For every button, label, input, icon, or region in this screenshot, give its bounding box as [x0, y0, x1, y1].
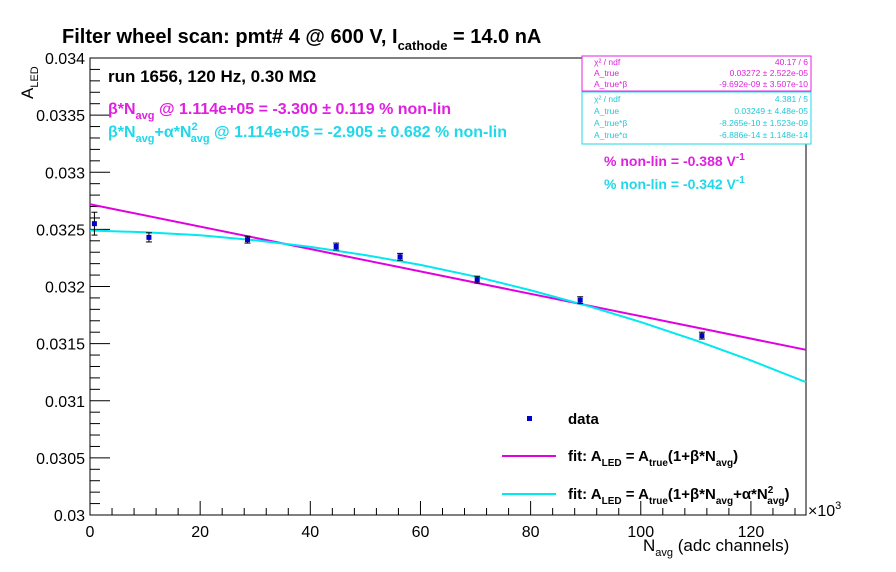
- legend: data fit: ALED = Atrue(1+β*Navg) fit: AL…: [502, 411, 790, 507]
- y-tick-label: 0.034: [45, 51, 85, 68]
- y-axis-label: ALED: [18, 66, 41, 99]
- x-tick-label: 60: [412, 524, 430, 541]
- legend-linear-label: fit: ALED = Atrue(1+β*Navg): [568, 448, 738, 469]
- fit-curves: [89, 203, 807, 384]
- stats2-value-1: 0.03249 ± 4.48e-05: [734, 106, 808, 116]
- y-tick-label: 0.0315: [36, 337, 85, 354]
- x-tick-label: 20: [191, 524, 209, 541]
- legend-data-marker: [527, 416, 532, 421]
- tick-labels: 0 20 40 60 80 100 120 0.03 0.0305 0.031 0.0315 0.03…: [36, 51, 764, 541]
- annotation-linear: β*Navg @ 1.114e+05 = -3.300 ± 0.119 % no…: [108, 101, 451, 122]
- x-tick-label: 120: [738, 524, 765, 541]
- x-tick-label: 100: [627, 524, 654, 541]
- nonlin-per-volt-linear: % non-lin = -0.388 V-1: [604, 152, 745, 169]
- data-point: [146, 234, 152, 240]
- y-tick-label: 0.0335: [36, 108, 85, 125]
- stats2-name-2: A_true*β: [594, 118, 627, 128]
- linear-fit-line: [89, 203, 807, 351]
- legend-data-label: data: [568, 411, 600, 428]
- stats2-name-1: A_true: [594, 106, 619, 116]
- y-tick-label: 0.032: [45, 280, 85, 297]
- x-axis-exponent: ×103: [808, 500, 841, 520]
- stats-box-linear: χ² / ndf 40.17 / 6 A_true 0.03272 ± 2.52…: [581, 55, 812, 92]
- data-point: [91, 221, 97, 227]
- data-point: [245, 237, 251, 243]
- annotation-quadratic: β*Navg+α*N2 avg @ 1.114e+05 = -2.905 ± 0.…: [108, 121, 507, 145]
- y-tick-label: 0.031: [45, 394, 85, 411]
- stats2-value-3: -6.886e-14 ± 1.148e-14: [719, 130, 808, 140]
- y-tick-label: 0.0305: [36, 451, 85, 468]
- data-point: [397, 254, 403, 260]
- stats1-value-2: -9.692e-09 ± 3.507e-10: [719, 79, 808, 89]
- x-tick-label: 80: [522, 524, 540, 541]
- stats2-name-3: A_true*α: [594, 130, 627, 140]
- stats1-value-1: 0.03272 ± 2.522e-05: [730, 68, 809, 78]
- x-axis-label: Navg (adc channels): [643, 536, 789, 559]
- run-label: run 1656, 120 Hz, 0.30 MΩ: [108, 67, 316, 86]
- axis-ticks: [89, 57, 796, 516]
- nonlin-per-volt-quadratic: % non-lin = -0.342 V-1: [604, 175, 745, 192]
- stats2-value-2: -8.265e-10 ± 1.523e-09: [719, 118, 808, 128]
- stats-box-quadratic: χ² / ndf 4.381 / 5 A_true 0.03249 ± 4.48…: [581, 91, 812, 145]
- x-tick-label: 40: [301, 524, 319, 541]
- y-tick-label: 0.03: [54, 508, 85, 525]
- y-tick-label: 0.033: [45, 165, 85, 182]
- y-tick-label: 0.0325: [36, 222, 85, 239]
- data-point: [333, 244, 339, 250]
- legend-quadratic-label: fit: ALED = Atrue(1+β*Navg+α*N2 avg): [568, 485, 790, 507]
- stats1-name-1: A_true: [594, 68, 619, 78]
- stats2-value-0: 4.381 / 5: [775, 94, 808, 104]
- stats1-name-2: A_true*β: [594, 79, 627, 89]
- stats1-name-0: χ² / ndf: [594, 57, 621, 67]
- x-tick-label: 0: [86, 524, 95, 541]
- stats1-value-0: 40.17 / 6: [775, 57, 808, 67]
- data-points: [91, 211, 705, 340]
- data-point: [699, 333, 705, 339]
- data-point: [474, 277, 480, 283]
- data-point: [577, 297, 583, 303]
- chart-title: Filter wheel scan: pmt# 4 @ 600 V, Icath…: [62, 26, 541, 53]
- stats2-name-0: χ² / ndf: [594, 94, 621, 104]
- quadratic-fit-line: [89, 229, 807, 384]
